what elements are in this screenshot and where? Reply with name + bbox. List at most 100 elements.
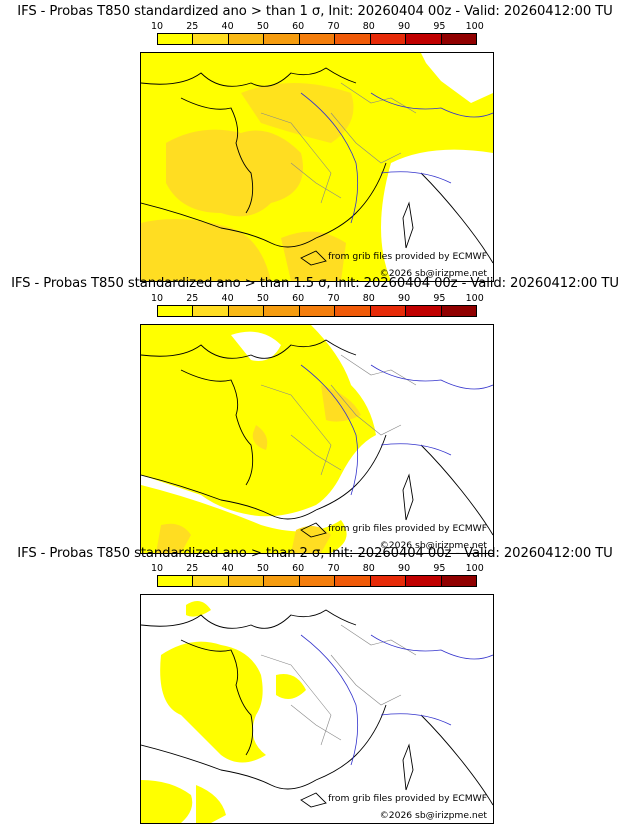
- colorbar-label: 70: [327, 21, 340, 32]
- colorbar-label: 25: [186, 21, 199, 32]
- river-lines: [300, 92, 493, 224]
- prob-field-10: [141, 325, 376, 517]
- colorbar-label: 95: [433, 563, 446, 574]
- copyright-credit: ©2026 sb@irizpme.net: [380, 810, 488, 821]
- panel-3: IFS - Probas T850 standardized ano > tha…: [0, 546, 630, 824]
- colorbar-swatch: [158, 576, 194, 586]
- prob-field-25: [252, 425, 268, 450]
- panel-1: IFS - Probas T850 standardized ano > tha…: [0, 4, 630, 282]
- panel-2: IFS - Probas T850 standardized ano > tha…: [0, 276, 630, 554]
- grib-credit: from grib files provided by ECMWF: [328, 793, 487, 804]
- colorbar-swatch: [370, 306, 407, 316]
- colorbar-swatch: [441, 576, 476, 586]
- colorbar-swatch: [158, 34, 194, 44]
- prob-field-none: [421, 53, 493, 103]
- colorbar-swatch: [335, 306, 371, 316]
- colorbar-label: 95: [433, 21, 446, 32]
- colorbar-label: 40: [221, 293, 234, 304]
- prob-field-25: [241, 83, 354, 143]
- colorbar-label: 10: [150, 293, 164, 304]
- colorbar-label: 10: [150, 21, 164, 32]
- colorbar-swatch: [193, 306, 229, 316]
- colorbar-swatch: [406, 576, 442, 586]
- colorbar: [157, 305, 477, 317]
- colorbar-swatch: [370, 34, 407, 44]
- prob-field-25: [166, 129, 303, 217]
- colorbar-swatch: [228, 306, 265, 316]
- colorbar-swatch: [193, 576, 229, 586]
- prob-field-none: [231, 331, 281, 361]
- colorbar-label: 100: [465, 21, 484, 32]
- colorbar-label: 60: [292, 293, 305, 304]
- colorbar: [157, 575, 477, 587]
- coastline: [141, 67, 493, 266]
- colorbar-swatch: [335, 34, 371, 44]
- probability-map: from grib files provided by ECMWF ©2026 …: [140, 324, 494, 554]
- colorbar-label: 40: [221, 21, 234, 32]
- grib-credit: from grib files provided by ECMWF: [328, 251, 487, 262]
- colorbar-label: 10: [150, 563, 164, 574]
- colorbar-label: 40: [221, 563, 234, 574]
- border-lines: [260, 624, 417, 746]
- colorbar-swatch: [264, 576, 300, 586]
- panel-title: IFS - Probas T850 standardized ano > tha…: [17, 546, 613, 561]
- prob-field-10: [141, 780, 193, 823]
- colorbar-swatch: [299, 306, 336, 316]
- border-lines: [260, 82, 417, 204]
- colorbar-label: 80: [362, 563, 375, 574]
- copyright-credit: ©2026 sb@irizpme.net: [380, 268, 488, 279]
- colorbar-label: 60: [292, 563, 305, 574]
- colorbar-label: 70: [327, 293, 340, 304]
- colorbar-label: 100: [465, 563, 484, 574]
- copyright-credit: ©2026 sb@irizpme.net: [380, 540, 488, 551]
- prob-field-25: [156, 523, 191, 553]
- colorbar-label: 90: [398, 21, 411, 32]
- colorbar-swatch: [228, 34, 265, 44]
- colorbar-swatch: [441, 34, 476, 44]
- colorbar-label: 100: [465, 293, 484, 304]
- prob-field-none: [381, 149, 493, 281]
- colorbar-swatch: [264, 34, 300, 44]
- colorbar-swatch: [441, 306, 476, 316]
- colorbar-labels: 10 25 40 50 60 70 80 90 95 100: [151, 21, 484, 32]
- colorbar-label: 90: [398, 563, 411, 574]
- colorbar-label: 90: [398, 293, 411, 304]
- colorbar-labels: 10 25 40 50 60 70 80 90 95 100: [151, 563, 484, 574]
- coastline: [141, 609, 493, 808]
- prob-field-10: [160, 641, 266, 763]
- colorbar-label: 50: [256, 563, 269, 574]
- prob-field-10: [186, 601, 211, 617]
- colorbar-labels: 10 25 40 50 60 70 80 90 95 100: [151, 293, 484, 304]
- colorbar-swatch: [299, 576, 336, 586]
- probability-map: from grib files provided by ECMWF ©2026 …: [140, 52, 494, 282]
- river-lines: [300, 634, 493, 766]
- colorbar-label: 80: [362, 21, 375, 32]
- colorbar-label: 80: [362, 293, 375, 304]
- probability-map: from grib files provided by ECMWF ©2026 …: [140, 594, 494, 824]
- colorbar-swatch: [228, 576, 265, 586]
- prob-field-25: [281, 231, 346, 281]
- colorbar-swatch: [299, 34, 336, 44]
- panel-title: IFS - Probas T850 standardized ano > tha…: [17, 4, 613, 19]
- prob-field-10: [276, 674, 306, 699]
- prob-field-25: [321, 385, 361, 422]
- prob-field-10: [196, 785, 226, 823]
- colorbar-swatch: [335, 576, 371, 586]
- colorbar-label: 50: [256, 21, 269, 32]
- colorbar-label: 25: [186, 293, 199, 304]
- colorbar-swatch: [370, 576, 407, 586]
- colorbar-label: 95: [433, 293, 446, 304]
- border-lines: [260, 354, 417, 476]
- prob-field-25: [141, 219, 271, 281]
- prob-field-25: [291, 526, 331, 553]
- grib-credit: from grib files provided by ECMWF: [328, 523, 487, 534]
- colorbar-label: 25: [186, 563, 199, 574]
- colorbar-swatch: [406, 306, 442, 316]
- panel-title: IFS - Probas T850 standardized ano > tha…: [11, 276, 619, 291]
- colorbar-label: 70: [327, 563, 340, 574]
- colorbar-swatch: [264, 306, 300, 316]
- colorbar-swatch: [406, 34, 442, 44]
- colorbar-swatch: [193, 34, 229, 44]
- colorbar-swatch: [158, 306, 194, 316]
- coastline: [141, 339, 493, 538]
